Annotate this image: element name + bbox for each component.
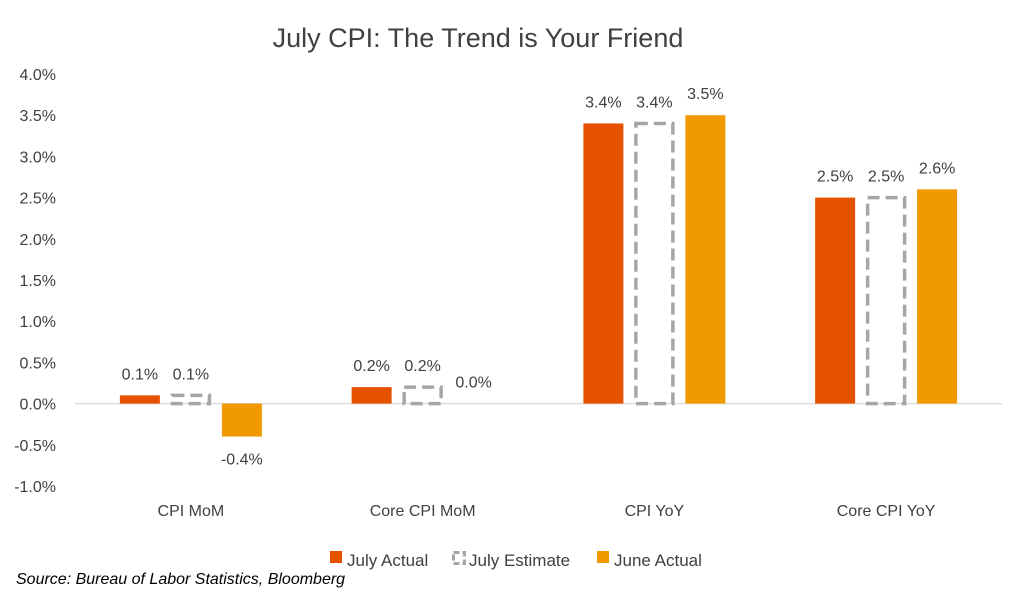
legend: July Actual July Estimate June Actual bbox=[330, 551, 702, 570]
y-tick-label: 1.5% bbox=[20, 273, 56, 290]
bar-july-estimate bbox=[402, 385, 443, 406]
y-tick-label: 3.5% bbox=[20, 108, 56, 125]
legend-swatch-june-actual bbox=[597, 551, 609, 563]
category-label: CPI MoM bbox=[158, 503, 225, 520]
bar-june-actual bbox=[917, 189, 958, 404]
y-tick-label: 0.5% bbox=[20, 355, 56, 372]
data-label: 2.6% bbox=[919, 160, 955, 177]
category-label: Core CPI MoM bbox=[370, 503, 476, 520]
bar-july-estimate bbox=[865, 195, 907, 406]
y-tick-label: -1.0% bbox=[14, 479, 56, 496]
data-label: -0.4% bbox=[221, 452, 263, 469]
bar-july-actual bbox=[583, 123, 624, 404]
category-label: Core CPI YoY bbox=[837, 503, 936, 520]
bar-july-estimate bbox=[634, 121, 675, 406]
data-label: 0.1% bbox=[173, 366, 209, 383]
y-axis: 4.0% 3.5% 3.0% 2.5% 2.0% 1.5% 1.0% 0.5% 0.0% -0.5… bbox=[14, 67, 56, 496]
legend-label: June Actual bbox=[614, 551, 702, 570]
category-label: CPI YoY bbox=[625, 503, 685, 520]
data-label: 0.2% bbox=[404, 358, 440, 375]
y-tick-label: -0.5% bbox=[14, 438, 56, 455]
bar-july-estimate bbox=[170, 393, 212, 406]
legend-swatch-july-actual bbox=[330, 551, 342, 563]
legend-label: July Actual bbox=[347, 551, 428, 570]
bar-july-actual bbox=[815, 197, 856, 404]
bar-july-actual bbox=[119, 395, 160, 404]
data-label: 0.2% bbox=[353, 358, 389, 375]
y-tick-label: 3.0% bbox=[20, 149, 56, 166]
y-tick-label: 2.5% bbox=[20, 191, 56, 208]
source-note: Source: Bureau of Labor Statistics, Bloo… bbox=[16, 571, 345, 588]
bar-june-actual bbox=[685, 115, 726, 404]
data-label: 0.1% bbox=[122, 366, 158, 383]
y-tick-label: 0.0% bbox=[20, 397, 56, 414]
data-label: 0.0% bbox=[455, 375, 491, 392]
y-tick-label: 4.0% bbox=[20, 67, 56, 84]
chart-title: July CPI: The Trend is Your Friend bbox=[273, 23, 684, 53]
data-label: 2.5% bbox=[817, 169, 853, 186]
bar-june-actual bbox=[221, 403, 262, 437]
y-tick-label: 1.0% bbox=[20, 314, 56, 331]
data-labels: 0.1% 0.1% -0.4% 0.2% 0.2% 0.0% 3.4% 3.4% 3.5% 2.5… bbox=[122, 86, 956, 468]
category-labels: CPI MoM Core CPI MoM CPI YoY Core CPI YoY bbox=[158, 503, 936, 520]
bar-july-actual bbox=[351, 387, 392, 404]
legend-label: July Estimate bbox=[469, 551, 570, 570]
bars bbox=[119, 115, 958, 437]
data-label: 3.4% bbox=[585, 94, 621, 111]
y-tick-label: 2.0% bbox=[20, 232, 56, 249]
data-label: 3.4% bbox=[636, 94, 672, 111]
data-label: 2.5% bbox=[868, 169, 904, 186]
legend-swatch-july-estimate bbox=[452, 551, 466, 565]
data-label: 3.5% bbox=[687, 86, 723, 103]
